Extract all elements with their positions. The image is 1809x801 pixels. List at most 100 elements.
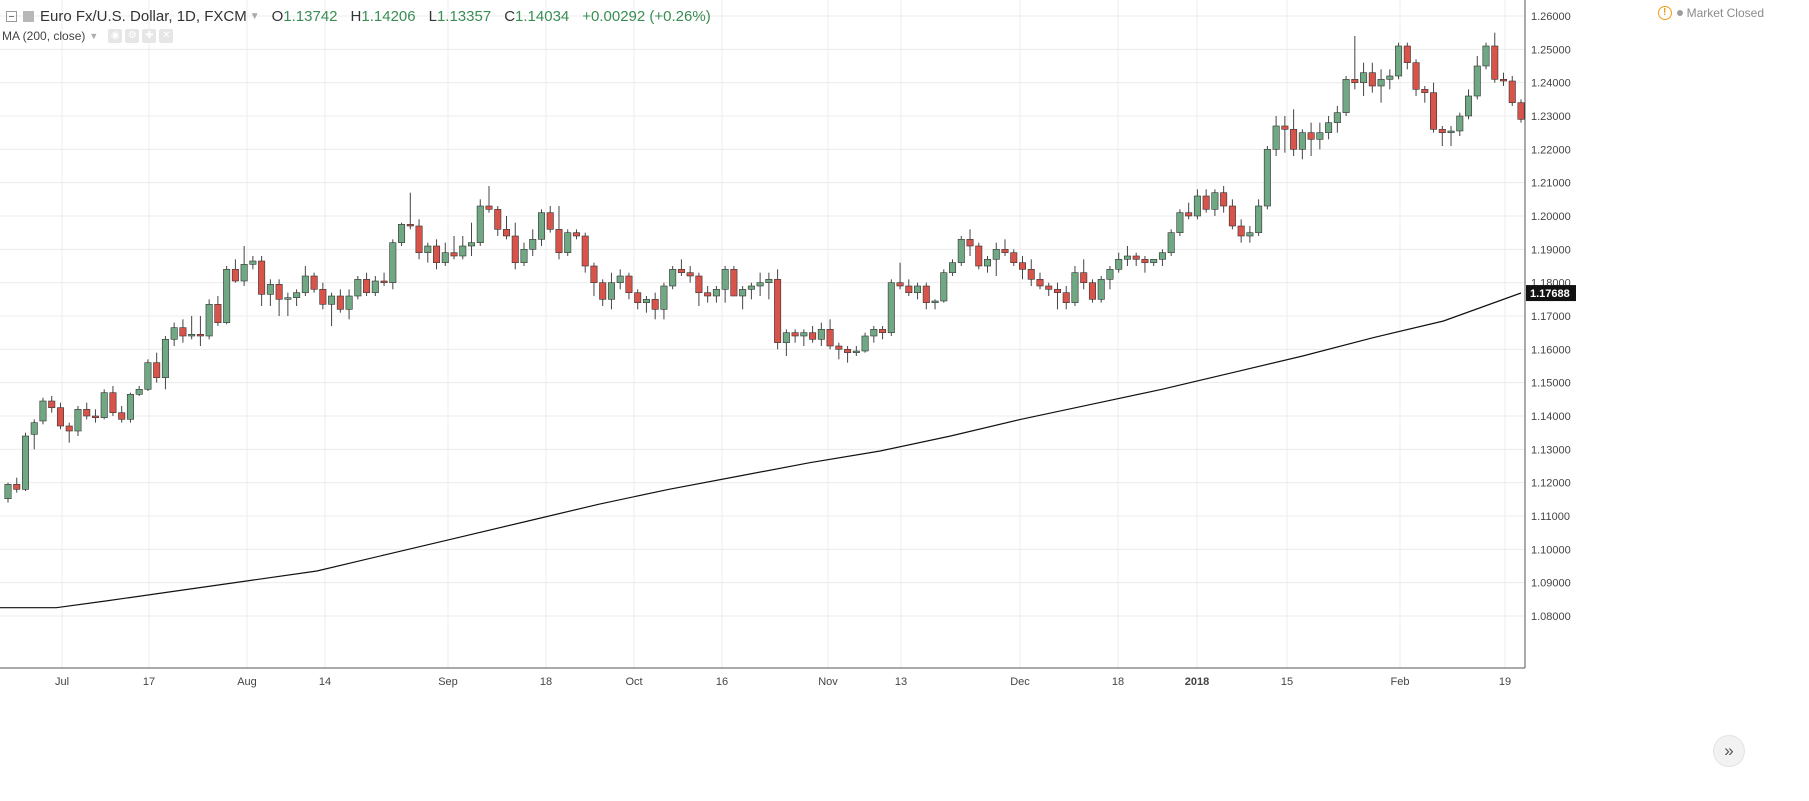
candle[interactable] xyxy=(922,282,930,310)
candle[interactable] xyxy=(756,272,764,296)
candle[interactable] xyxy=(310,272,318,293)
candle[interactable] xyxy=(1438,126,1446,146)
candle[interactable] xyxy=(1351,36,1359,90)
candle[interactable] xyxy=(1027,259,1035,286)
candle[interactable] xyxy=(809,326,817,343)
candle[interactable] xyxy=(914,282,922,300)
candle[interactable] xyxy=(91,409,99,423)
candle[interactable] xyxy=(1010,249,1018,266)
candle[interactable] xyxy=(74,406,82,436)
candle[interactable] xyxy=(581,232,589,273)
candle[interactable] xyxy=(564,229,572,256)
candle[interactable] xyxy=(485,186,493,213)
candle[interactable] xyxy=(1342,76,1350,116)
candle[interactable] xyxy=(371,276,379,296)
candle[interactable] xyxy=(887,279,895,336)
candle[interactable] xyxy=(179,319,187,343)
candle[interactable] xyxy=(328,292,336,326)
candle[interactable] xyxy=(65,422,73,443)
candle[interactable] xyxy=(896,262,904,290)
candle[interactable] xyxy=(607,272,615,310)
candle[interactable] xyxy=(634,289,642,310)
candle[interactable] xyxy=(1272,116,1280,156)
candle[interactable] xyxy=(625,272,633,300)
candle[interactable] xyxy=(905,279,913,296)
candle[interactable] xyxy=(441,242,449,266)
candle[interactable] xyxy=(975,242,983,270)
candle[interactable] xyxy=(1123,246,1131,266)
candle[interactable] xyxy=(800,329,808,346)
candle[interactable] xyxy=(21,432,29,491)
candle[interactable] xyxy=(503,216,511,240)
candle[interactable] xyxy=(695,272,703,306)
candle[interactable] xyxy=(1097,276,1105,303)
candle[interactable] xyxy=(494,206,502,236)
candle[interactable] xyxy=(354,276,362,300)
candle[interactable] xyxy=(398,222,406,246)
close-icon[interactable]: ✕ xyxy=(159,29,174,43)
candle[interactable] xyxy=(1071,266,1079,306)
candle[interactable] xyxy=(4,482,12,503)
market-status[interactable]: ! Market Closed xyxy=(1657,6,1764,20)
candle[interactable] xyxy=(1141,256,1149,273)
candle[interactable] xyxy=(406,192,414,230)
candle[interactable] xyxy=(704,286,712,303)
candle[interactable] xyxy=(1281,116,1289,153)
candle[interactable] xyxy=(345,289,353,320)
candle[interactable] xyxy=(940,269,948,303)
candle[interactable] xyxy=(590,262,598,296)
candle[interactable] xyxy=(861,332,869,353)
candle[interactable] xyxy=(1167,229,1175,256)
candle[interactable] xyxy=(424,242,432,263)
candle[interactable] xyxy=(275,279,283,316)
candle[interactable] xyxy=(1246,226,1254,243)
candle[interactable] xyxy=(266,279,274,306)
candle[interactable] xyxy=(56,402,64,430)
candle[interactable] xyxy=(1368,62,1376,93)
candle[interactable] xyxy=(1053,282,1061,310)
candle[interactable] xyxy=(135,386,143,396)
candle[interactable] xyxy=(677,259,685,276)
candle[interactable] xyxy=(1403,42,1411,70)
candle[interactable] xyxy=(144,359,152,391)
candle[interactable] xyxy=(669,266,677,290)
candle[interactable] xyxy=(1228,199,1236,230)
symbol-title[interactable]: Euro Fx/U.S. Dollar, 1D, FXCM xyxy=(40,7,247,25)
candle[interactable] xyxy=(1062,286,1070,310)
candle[interactable] xyxy=(739,286,747,310)
candle[interactable] xyxy=(1316,122,1324,150)
candle[interactable] xyxy=(468,222,476,256)
scroll-to-realtime-button[interactable]: » xyxy=(1713,735,1745,767)
candle[interactable] xyxy=(188,316,196,340)
candle[interactable] xyxy=(126,392,134,423)
candle[interactable] xyxy=(450,236,458,260)
candle[interactable] xyxy=(1202,189,1210,213)
candle[interactable] xyxy=(537,209,545,246)
candle[interactable] xyxy=(599,279,607,306)
candle[interactable] xyxy=(966,229,974,256)
candle[interactable] xyxy=(301,266,309,296)
candle[interactable] xyxy=(1290,109,1298,156)
candle[interactable] xyxy=(520,242,528,266)
candle[interactable] xyxy=(205,299,213,340)
candle[interactable] xyxy=(992,242,1000,276)
candle[interactable] xyxy=(511,222,519,270)
candle[interactable] xyxy=(1018,256,1026,280)
candle[interactable] xyxy=(642,296,650,313)
candle[interactable] xyxy=(870,326,878,343)
candle[interactable] xyxy=(1482,42,1490,70)
candle[interactable] xyxy=(852,346,860,356)
candle[interactable] xyxy=(1386,69,1394,90)
candle[interactable] xyxy=(1430,82,1438,133)
candle[interactable] xyxy=(293,289,301,306)
candle[interactable] xyxy=(957,236,965,266)
candle[interactable] xyxy=(931,299,939,310)
candle[interactable] xyxy=(1045,282,1053,296)
candle[interactable] xyxy=(214,296,222,326)
candle[interactable] xyxy=(1465,89,1473,120)
candle[interactable] xyxy=(1298,129,1306,160)
chevron-down-icon[interactable]: ▼ xyxy=(249,10,260,22)
candle[interactable] xyxy=(529,229,537,256)
